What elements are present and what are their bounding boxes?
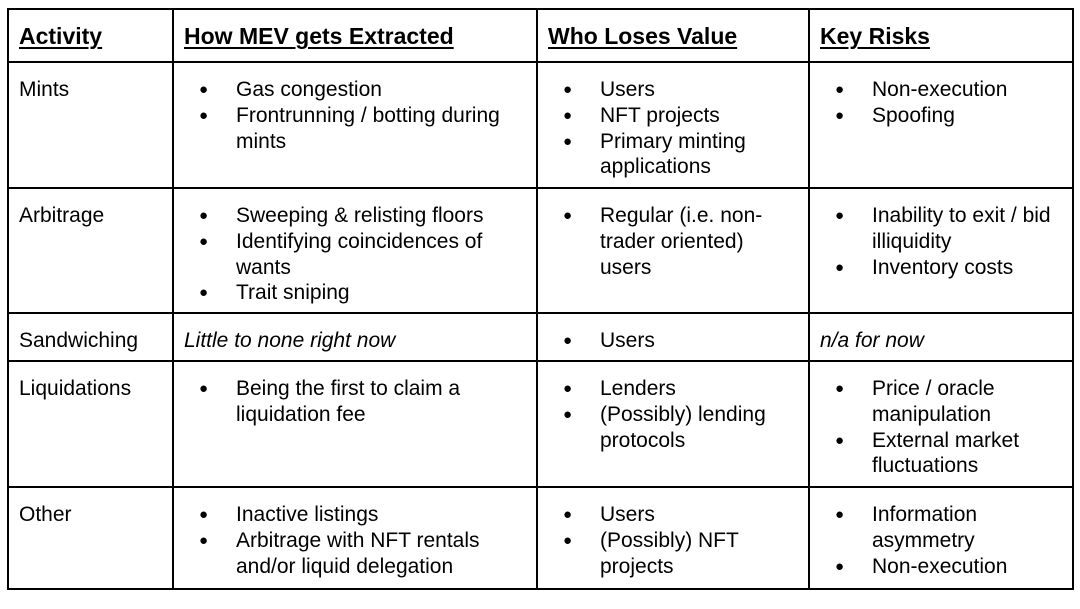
risks-cell: ● Information asymmetry ● Non-execution — [808, 485, 1074, 590]
header-how-extracted: How MEV gets Extracted — [172, 8, 538, 63]
bullet-icon: ● — [835, 207, 845, 224]
bullet-icon: ● — [835, 106, 845, 124]
bullet-icon: ● — [199, 284, 209, 302]
table-row: Mints ● Gas congestion ● Frontrunning / bo… — [7, 61, 1074, 189]
list-item: ● Identifying coincidences of wants — [199, 229, 483, 279]
bullet-icon: ● — [835, 505, 845, 523]
bullet-icon: ● — [199, 505, 209, 523]
bullet-list: ● Users ● (Possibly) NFT projects — [548, 502, 800, 579]
activity-cell: Liquidations — [7, 359, 174, 488]
risks-cell: ● Inability to exit / bid illiquidity ● In… — [808, 186, 1074, 315]
risks-cell: n/a for now — [808, 312, 1074, 362]
list-item: ● Lenders — [563, 376, 676, 400]
who-cell: ● Lenders ● (Possibly) lending protocols — [536, 359, 810, 488]
who-cell: ● Regular (i.e. non-trader oriented) user… — [536, 186, 810, 315]
bullet-icon: ● — [199, 106, 209, 124]
bullet-icon: ● — [563, 332, 573, 350]
list-item: ● Arbitrage with NFT rentals and/or liqui… — [199, 528, 480, 578]
bullet-icon: ● — [199, 81, 209, 98]
list-item: ● Being the first to claim a liquidation … — [199, 376, 461, 426]
bullet-list: ● Information asymmetry ● Non-execution — [820, 502, 1064, 579]
bullet-list: ● Being the first to claim a liquidation … — [184, 376, 528, 428]
bullet-list: ● Inactive listings ● Arbitrage with NFT r… — [184, 502, 528, 579]
bullet-icon: ● — [835, 258, 845, 276]
risks-cell: ● Non-execution ● Spoofing — [808, 61, 1074, 189]
list-item: ● Users — [563, 329, 655, 353]
list-item: ● External market fluctuations — [835, 428, 1020, 478]
table-row: Liquidations ● Being the first to claim a… — [7, 359, 1074, 488]
bullet-icon: ● — [563, 505, 573, 523]
list-item: ● Information asymmetry — [835, 502, 978, 552]
list-item: ● NFT projects — [563, 103, 720, 127]
bullet-icon: ● — [199, 232, 209, 250]
how-cell: ● Sweeping & relisting floors ● Identifyin… — [172, 186, 538, 315]
table-row: Sandwiching Little to none right now ● Us… — [7, 312, 1074, 362]
bullet-icon: ● — [835, 81, 845, 98]
bullet-icon: ● — [563, 531, 573, 549]
bullet-icon: ● — [199, 207, 209, 224]
list-item: ● (Possibly) lending protocols — [563, 402, 766, 452]
activity-cell: Mints — [7, 61, 174, 189]
bullet-list: ● Price / oracle manipulation ● External m… — [820, 376, 1064, 479]
list-item: ● Non-execution — [835, 78, 1008, 101]
who-cell: ● Users ● NFT projects ● Primary minting ap… — [536, 61, 810, 189]
how-cell: Little to none right now — [172, 312, 538, 362]
bullet-list: ● Non-execution ● Spoofing — [820, 77, 1064, 129]
risks-cell: ● Price / oracle manipulation ● External m… — [808, 359, 1074, 488]
bullet-icon: ● — [563, 379, 573, 397]
list-item: ● Users — [563, 78, 655, 101]
list-item: ● Frontrunning / botting during mints — [199, 103, 500, 153]
list-item: ● Regular (i.e. non-trader oriented) user… — [563, 204, 763, 279]
table-row: Other ● Inactive listings ● Arbitrage with… — [7, 485, 1074, 590]
bullet-list: ● Users — [548, 328, 800, 354]
bullet-icon: ● — [563, 132, 573, 150]
how-cell: ● Inactive listings ● Arbitrage with NFT r… — [172, 485, 538, 590]
list-item: ● Inability to exit / bid illiquidity — [835, 204, 1051, 253]
bullet-list: ● Inability to exit / bid illiquidity ● In… — [820, 203, 1064, 280]
table-row: Arbitrage ● Sweeping & relisting floors ●… — [7, 186, 1074, 315]
list-item: ● Sweeping & relisting floors — [199, 204, 484, 227]
list-item: ● Inactive listings — [199, 502, 379, 526]
bullet-icon: ● — [563, 207, 573, 224]
bullet-icon: ● — [199, 531, 209, 549]
bullet-list: ● Sweeping & relisting floors ● Identifyin… — [184, 203, 528, 306]
who-cell: ● Users ● (Possibly) NFT projects — [536, 485, 810, 590]
list-item: ● Gas congestion — [199, 78, 382, 101]
list-item: ● Trait sniping — [199, 281, 350, 305]
activity-cell: Arbitrage — [7, 186, 174, 315]
header-activity: Activity — [7, 8, 174, 63]
header-who-loses: Who Loses Value — [536, 8, 810, 63]
bullet-icon: ● — [835, 431, 845, 449]
bullet-list: ● Users ● NFT projects ● Primary minting ap… — [548, 77, 800, 180]
list-item: ● Price / oracle manipulation — [835, 376, 995, 426]
how-cell: ● Gas congestion ● Frontrunning / botting … — [172, 61, 538, 189]
bullet-icon: ● — [835, 557, 845, 575]
bullet-list: ● Gas congestion ● Frontrunning / botting … — [184, 77, 528, 154]
bullet-icon: ● — [563, 106, 573, 124]
who-cell: ● Users — [536, 312, 810, 362]
bullet-list: ● Lenders ● (Possibly) lending protocols — [548, 376, 800, 453]
header-row: Activity How MEV gets Extracted Who Lose… — [7, 8, 1074, 63]
bullet-list: ● Regular (i.e. non-trader oriented) user… — [548, 203, 800, 280]
list-item: ● Spoofing — [835, 103, 955, 127]
how-cell: ● Being the first to claim a liquidation … — [172, 359, 538, 488]
list-item: ● Non-execution — [835, 554, 1008, 578]
list-item: ● (Possibly) NFT projects — [563, 528, 739, 578]
list-item: ● Inventory costs — [835, 255, 1014, 279]
header-key-risks: Key Risks — [808, 8, 1074, 63]
bullet-icon: ● — [835, 379, 845, 397]
bullet-icon: ● — [563, 81, 573, 98]
activity-cell: Sandwiching — [7, 312, 174, 362]
list-item: ● Users — [563, 502, 655, 526]
activity-cell: Other — [7, 485, 174, 590]
mev-table: Activity How MEV gets Extracted Who Lose… — [7, 8, 1074, 590]
bullet-icon: ● — [563, 405, 573, 423]
list-item: ● Primary minting applications — [563, 129, 746, 179]
bullet-icon: ● — [199, 379, 209, 397]
